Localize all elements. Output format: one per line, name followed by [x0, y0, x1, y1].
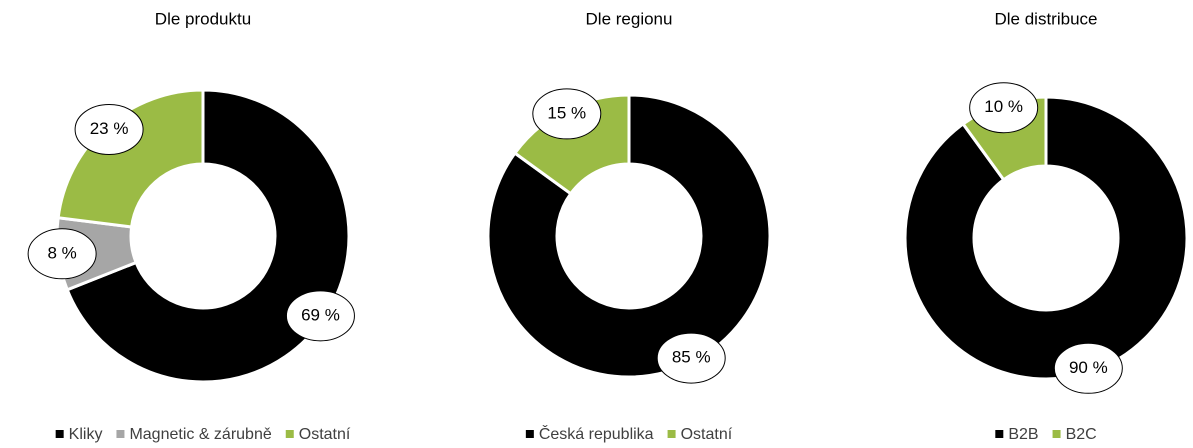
- legend-swatch: [55, 430, 64, 438]
- legend-swatch: [285, 430, 294, 438]
- pie-chart: Dle produktu 69 % 8 % 23 % Kliky Magnetic & z…: [27, 9, 355, 443]
- legend-swatch: [116, 430, 125, 438]
- data-label: 15 %: [547, 103, 586, 122]
- data-label: 90 %: [1069, 358, 1108, 377]
- legend-label: B2C: [1066, 426, 1097, 443]
- legend: Česká republika Ostatní: [525, 424, 733, 443]
- label-bubble: [656, 332, 726, 384]
- legend-label: Ostatní: [681, 426, 733, 443]
- label-bubble: [1053, 342, 1123, 394]
- label-bubble: [74, 103, 144, 155]
- data-label: 10 %: [984, 97, 1023, 116]
- legend-label: B2B: [1008, 426, 1038, 443]
- chart-title: Dle produktu: [155, 9, 251, 28]
- pie-chart: Dle regionu 85 % 15 % Česká republika Ostatn…: [486, 9, 772, 443]
- legend-label: Kliky: [69, 426, 103, 443]
- legend-label: Ostatní: [299, 426, 351, 443]
- legend: B2B B2C: [995, 426, 1097, 443]
- donut-slice: [903, 95, 1189, 381]
- data-label: 23 %: [90, 119, 129, 138]
- legend-swatch: [1052, 430, 1061, 438]
- legend-swatch: [525, 430, 534, 438]
- label-bubble: [969, 82, 1039, 134]
- legend-swatch: [667, 430, 676, 438]
- data-label: 85 %: [672, 348, 711, 367]
- legend-label: Česká republika: [539, 424, 654, 443]
- chart-title: Dle regionu: [586, 9, 673, 28]
- label-bubble: [27, 228, 97, 280]
- legend: Kliky Magnetic & zárubně Ostatní: [55, 426, 351, 443]
- legend-label: Magnetic & zárubně: [129, 426, 271, 443]
- donut-slice: [56, 88, 205, 229]
- donut-slice: [65, 88, 351, 384]
- pie-chart: Dle distribuce 90 % 10 % B2B B2C: [903, 9, 1189, 443]
- label-bubble: [285, 290, 355, 342]
- data-label: 8 %: [47, 243, 76, 262]
- legend-swatch: [995, 430, 1004, 438]
- data-label: 69 %: [301, 305, 340, 324]
- label-bubble: [532, 88, 602, 140]
- donut-slice: [486, 93, 772, 379]
- chart-title: Dle distribuce: [995, 9, 1098, 28]
